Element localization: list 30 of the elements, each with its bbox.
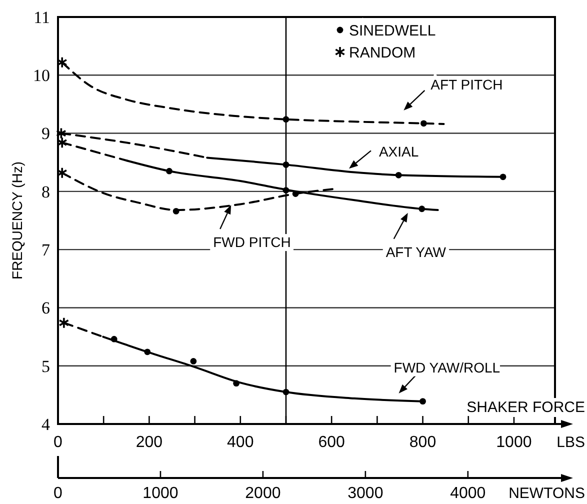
x-tick-label: 800: [409, 434, 436, 451]
y-tick-label: 8: [42, 182, 50, 202]
x2-tick-label: 1000: [142, 485, 178, 502]
text: AFT YAW: [386, 244, 447, 260]
x-tick-label: 400: [227, 434, 254, 451]
annotation: SHAKER FORCE: [466, 399, 585, 416]
text: AFT PITCH: [430, 76, 503, 92]
x-axis-title: LBS: [556, 434, 585, 451]
x-tick-label: 0: [54, 434, 63, 451]
y-tick-label: 4: [42, 414, 50, 434]
x-tick-label: 600: [318, 434, 346, 451]
x2-axis-title: NEWTONS: [508, 485, 585, 502]
x2-tick-label: 3000: [348, 485, 384, 502]
series-label: FWD PITCH: [213, 234, 291, 250]
legend-label: AXIAL: [378, 144, 419, 160]
y-tick-label: 6: [42, 298, 50, 318]
y-tick-label: 11: [34, 8, 50, 27]
legend-label: SINEDWELL: [349, 22, 436, 40]
legend-label: RANDOM: [349, 44, 416, 62]
y-tick-label: 5: [42, 356, 50, 376]
x2-tick-label: 2000: [245, 485, 281, 502]
x2-tick-label: 0: [54, 485, 63, 502]
y-tick-label: 7: [42, 240, 50, 260]
x2-tick-label: 4000: [450, 485, 486, 502]
series-label: FWD YAW/ROLL: [394, 359, 500, 376]
x-tick-label: 200: [136, 434, 163, 451]
y-axis-title: FREQUENCY (Hz): [9, 162, 25, 280]
y-tick-label: 10: [33, 66, 50, 86]
x-tick-label: 1000: [496, 434, 532, 451]
y-tick-label: 9: [42, 124, 50, 144]
